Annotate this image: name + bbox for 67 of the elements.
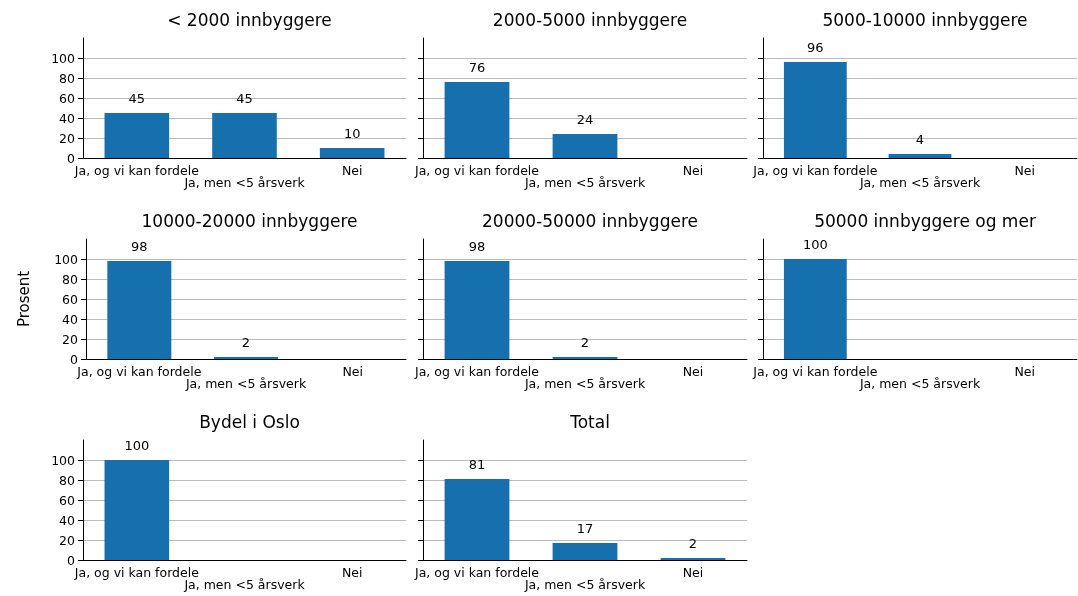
data-label: 81 [468,457,486,472]
chart-title: Bydel i Oslo [199,411,300,432]
y-axis-title: Prosent [14,270,33,328]
x-tick-label: Ja, men <5 årsverk [523,577,646,592]
y-tick-label: 60 [59,492,76,508]
data-label: 98 [131,239,148,254]
x-tick-label: Ja, og vi kan fordele [413,565,540,580]
data-label: 2 [241,335,251,350]
x-tick-label: Nei [1014,163,1035,178]
data-label: 24 [576,112,594,127]
x-tick-label: Nei [1014,364,1035,379]
x-tick-label: Ja, og vi kan fordele [413,364,540,379]
y-tick-label: 80 [59,70,76,86]
y-tick-label: 100 [54,251,79,267]
x-tick-label: Ja, men <5 årsverk [523,175,646,190]
y-tick-label: 100 [51,50,76,66]
x-tick-label: Ja, og vi kan fordele [73,565,200,580]
data-label: 100 [802,237,828,252]
data-label: 98 [468,239,486,254]
data-label: 10 [343,126,361,141]
y-tick-label: 40 [59,512,76,528]
chart-title: 10000-20000 innbyggere [141,210,358,231]
y-tick-label: 60 [62,291,79,307]
data-label: 2 [580,335,590,350]
x-tick-label: Ja, og vi kan fordele [752,364,878,379]
x-tick-label: Ja, og vi kan fordele [76,364,202,379]
y-tick-label: 0 [70,351,79,367]
chart-title: 20000-50000 innbyggere [482,210,698,231]
chart-title: 50000 innbyggere og mer [814,210,1036,231]
chart-title: Total [569,411,610,432]
y-tick-label: 20 [59,130,76,146]
y-tick-label: 40 [62,311,79,327]
y-tick-label: 0 [67,552,76,568]
chart-title: 2000-5000 innbyggere [492,9,688,30]
y-tick-label: 0 [67,150,76,166]
y-tick-label: 20 [62,331,79,347]
x-tick-label: Ja, men <5 årsverk [858,175,981,190]
x-tick-label: Ja, og vi kan fordele [413,163,540,178]
x-tick-label: Nei [342,364,363,379]
y-tick-label: 80 [59,472,76,488]
x-tick-label: Nei [682,364,704,379]
x-tick-label: Nei [682,565,704,580]
x-tick-label: Nei [341,163,363,178]
data-label: 45 [128,91,146,106]
x-tick-label: Ja, men <5 årsverk [858,376,981,391]
y-tick-label: 80 [62,271,79,287]
data-label: 45 [236,91,253,106]
x-tick-label: Ja, men <5 årsverk [523,376,646,391]
x-tick-label: Ja, men <5 årsverk [184,376,307,391]
x-tick-label: Ja, men <5 årsverk [183,577,306,592]
chart-title: < 2000 innbyggere [167,9,332,30]
x-tick-label: Ja, men <5 årsverk [183,175,306,190]
data-label: 76 [468,60,486,75]
x-tick-label: Ja, og vi kan fordele [752,163,878,178]
y-tick-label: 40 [59,110,76,126]
x-tick-label: Nei [341,565,363,580]
y-tick-label: 100 [51,452,76,468]
data-label: 96 [807,40,824,55]
y-tick-label: 20 [59,532,76,548]
data-label: 100 [124,438,150,453]
x-tick-label: Nei [682,163,704,178]
data-label: 4 [915,132,925,147]
data-label: 2 [688,536,698,551]
x-tick-label: Ja, og vi kan fordele [73,163,200,178]
y-tick-label: 60 [59,90,76,106]
chart-title: 5000-10000 innbyggere [822,9,1028,30]
data-label: 17 [576,521,594,536]
